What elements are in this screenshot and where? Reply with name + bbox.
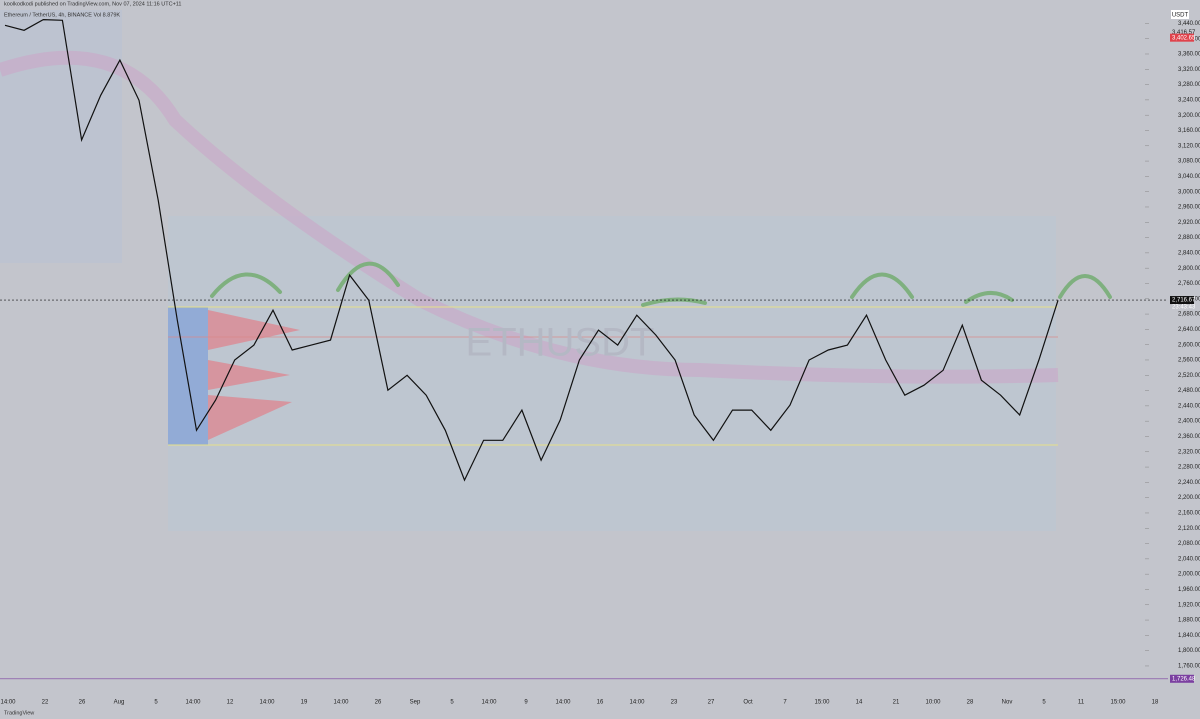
y-tick-label: 2,640.00	[1178, 327, 1200, 333]
y-tick-label: 2,400.00	[1178, 419, 1200, 425]
x-tick-label: 10:00	[925, 700, 941, 706]
y-tick-label: 2,880.00	[1178, 235, 1200, 241]
x-tick-label: Oct	[743, 700, 753, 706]
currency: USDT	[1172, 13, 1189, 19]
y-tick-label: 3,160.00	[1178, 128, 1200, 134]
y-tick-label: 1,960.00	[1178, 587, 1200, 593]
x-tick-label: 27	[708, 700, 715, 706]
x-tick-label: 26	[375, 700, 382, 706]
y-tick-label: 2,160.00	[1178, 511, 1200, 517]
cloud	[0, 50, 1059, 384]
x-tick-label: 14:00	[629, 700, 645, 706]
y-tick-label: 2,360.00	[1178, 434, 1200, 440]
x-tick-label: 14	[856, 700, 863, 706]
header: koolkodkodi published on TradingView.com…	[4, 1, 182, 7]
y-tick-label: 3,240.00	[1178, 97, 1200, 103]
arcs	[210, 261, 1112, 307]
x-tick-label: 5	[450, 700, 454, 706]
y-tick-label: 3,280.00	[1178, 82, 1200, 88]
y-tick-label: 2,200.00	[1178, 495, 1200, 501]
x-tick-label: 15:00	[1110, 700, 1126, 706]
x-tick-label: 14:00	[185, 700, 201, 706]
range-box	[0, 10, 122, 263]
price-box	[1170, 674, 1194, 683]
x-tick-label: Aug	[114, 700, 125, 706]
x-tick-label: 14:00	[259, 700, 275, 706]
y-tick-label: 3,360.00	[1178, 52, 1200, 58]
y-tick-label: 2,080.00	[1178, 541, 1200, 547]
y-tick-label: 3,440.00	[1178, 21, 1200, 27]
x-tick-label: 11	[1078, 700, 1085, 706]
y-tick-label: 3,320.00	[1178, 67, 1200, 73]
x-tick-label: 14:00	[481, 700, 497, 706]
y-tick-label: 1,760.00	[1178, 664, 1200, 670]
x-tick-label: 5	[1042, 700, 1046, 706]
x-tick-label: 15:00	[814, 700, 830, 706]
y-tick-label: 2,000.00	[1178, 572, 1200, 578]
price-label: 3,416.57	[1172, 30, 1196, 36]
price-box	[1170, 28, 1194, 37]
watermark: ETHUSDT	[466, 321, 655, 365]
x-tick-label: 26	[79, 700, 86, 706]
volume-profile	[168, 307, 208, 445]
y-tick-label: 2,280.00	[1178, 465, 1200, 471]
x-tick-label: 18	[1152, 700, 1159, 706]
y-tick-label: 2,960.00	[1178, 205, 1200, 211]
y-tick-label: 2,440.00	[1178, 403, 1200, 409]
plot: 3,440.003,400.003,360.003,320.003,280.00…	[0, 18, 1200, 706]
x-tick-label: 7	[783, 700, 787, 706]
currency-box	[1171, 10, 1189, 19]
x-tick-label: 22	[42, 700, 49, 706]
y-tick-label: 2,480.00	[1178, 388, 1200, 394]
x-tick-label: 14:00	[333, 700, 349, 706]
symbol: Ethereum / TetherUS, 4h, BINANCE Vol 8.8…	[4, 12, 120, 18]
price-line	[4, 18, 1059, 482]
y-tick-label: 1,800.00	[1178, 648, 1200, 654]
x-tick-label: 19	[301, 700, 308, 706]
y-tick-label: 2,240.00	[1178, 480, 1200, 486]
y-tick-label: 1,880.00	[1178, 618, 1200, 624]
y-tick-label: 2,800.00	[1178, 266, 1200, 272]
price-label: 3,402.65	[1172, 35, 1196, 41]
y-tick-label: 2,920.00	[1178, 220, 1200, 226]
price-label: 1,726.48	[1172, 676, 1196, 682]
x-tick-label: 28	[967, 700, 974, 706]
y-tick-label: 2,680.00	[1178, 312, 1200, 318]
x-tick-label: 16	[597, 700, 604, 706]
y-tick-label: 2,120.00	[1178, 526, 1200, 532]
x-tick-label: 14:00	[0, 700, 16, 706]
x-tick-label: 9	[524, 700, 528, 706]
y-tick-label: 2,320.00	[1178, 449, 1200, 455]
y-tick-label: 2,560.00	[1178, 358, 1200, 364]
y-tick-label: 2,520.00	[1178, 373, 1200, 379]
x-tick-label: 5	[154, 700, 158, 706]
x-tick-label: 21	[893, 700, 900, 706]
footer: TradingView	[4, 710, 34, 716]
x-tick-label: 23	[671, 700, 678, 706]
y-tick-label: 2,760.00	[1178, 281, 1200, 287]
y-tick-label: 3,200.00	[1178, 113, 1200, 119]
y-tick-label: 1,920.00	[1178, 602, 1200, 608]
y-tick-label: 2,600.00	[1178, 342, 1200, 348]
price-label: 2,716.67	[1172, 298, 1196, 304]
volume-profile	[208, 310, 300, 440]
x-tick-label: Nov	[1002, 700, 1013, 706]
x-tick-label: 14:00	[555, 700, 571, 706]
y-tick-label: 1,840.00	[1178, 633, 1200, 639]
x-tick-label: Sep	[410, 700, 421, 706]
y-tick-label: 2,840.00	[1178, 250, 1200, 256]
y-tick-label: 3,040.00	[1178, 174, 1200, 180]
y-tick-label: 3,120.00	[1178, 143, 1200, 149]
price-box	[1170, 33, 1194, 42]
countdown: 23:43:43	[1172, 305, 1196, 311]
y-tick-label: 2,040.00	[1178, 556, 1200, 562]
y-tick-label: 3,000.00	[1178, 189, 1200, 195]
y-tick-label: 3,080.00	[1178, 159, 1200, 165]
price-box	[1170, 296, 1194, 305]
x-tick-label: 12	[227, 700, 234, 706]
